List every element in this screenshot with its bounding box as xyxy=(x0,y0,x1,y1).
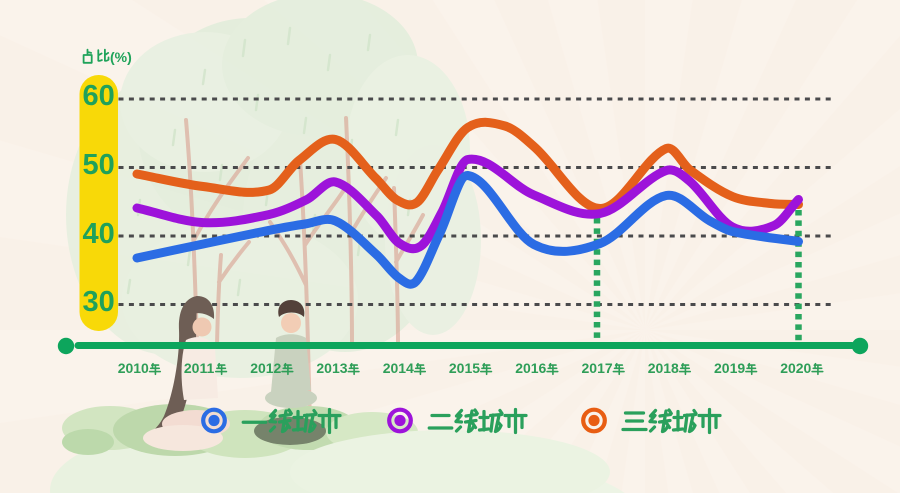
svg-text:2012: 2012 xyxy=(250,360,281,376)
svg-text:(%): (%) xyxy=(110,49,132,65)
svg-text:50: 50 xyxy=(83,149,115,181)
svg-text:2017: 2017 xyxy=(582,360,613,376)
svg-text:2013: 2013 xyxy=(316,360,347,376)
svg-text:2020: 2020 xyxy=(780,360,811,376)
svg-text:2016: 2016 xyxy=(515,360,546,376)
svg-text:2019: 2019 xyxy=(714,360,745,376)
svg-text:60: 60 xyxy=(83,80,115,112)
svg-text:40: 40 xyxy=(83,218,115,250)
svg-text:2015: 2015 xyxy=(449,360,480,376)
svg-text:2018: 2018 xyxy=(648,360,679,376)
svg-text:30: 30 xyxy=(83,286,115,318)
svg-text:2014: 2014 xyxy=(383,360,414,376)
svg-text:2010: 2010 xyxy=(118,360,149,376)
svg-text:2011: 2011 xyxy=(184,360,215,376)
